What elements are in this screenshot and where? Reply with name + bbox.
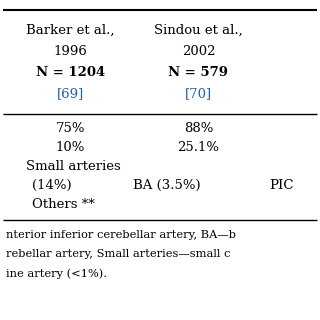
Text: [69]: [69]	[57, 87, 84, 100]
Text: 88%: 88%	[184, 123, 213, 135]
Text: Small arteries: Small arteries	[26, 160, 120, 173]
Text: Others **: Others **	[32, 198, 95, 211]
Text: Sindou et al.,: Sindou et al.,	[154, 24, 243, 37]
Text: ine artery (<1%).: ine artery (<1%).	[6, 268, 108, 279]
Text: [70]: [70]	[185, 87, 212, 100]
Text: Barker et al.,: Barker et al.,	[26, 24, 115, 37]
Text: N = 1204: N = 1204	[36, 66, 105, 78]
Text: 2002: 2002	[182, 45, 215, 58]
Text: N = 579: N = 579	[168, 66, 228, 78]
Text: 1996: 1996	[53, 45, 87, 58]
Text: rebellar artery, Small arteries—small c: rebellar artery, Small arteries—small c	[6, 249, 231, 260]
Text: nterior inferior cerebellar artery, BA—b: nterior inferior cerebellar artery, BA—b	[6, 230, 236, 240]
Text: BA (3.5%): BA (3.5%)	[132, 179, 200, 192]
Text: 75%: 75%	[56, 123, 85, 135]
Text: 10%: 10%	[56, 141, 85, 154]
Text: (14%): (14%)	[32, 179, 72, 192]
Text: 25.1%: 25.1%	[177, 141, 220, 154]
Text: PIC: PIC	[269, 179, 294, 192]
